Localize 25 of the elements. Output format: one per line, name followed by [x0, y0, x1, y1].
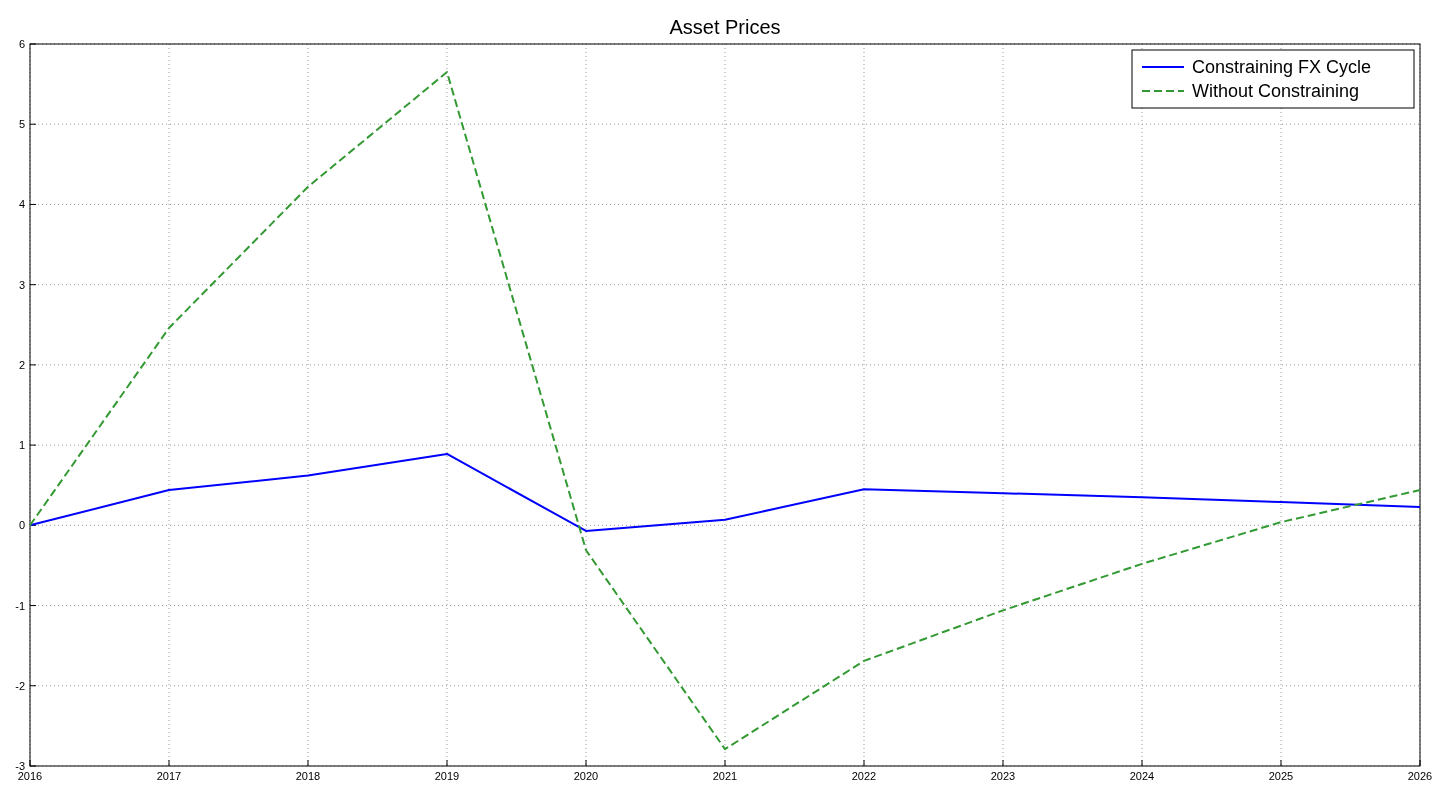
line-series [29, 452, 1421, 532]
x-tick-label: 2020 [573, 770, 599, 782]
y-tick-label: 5 [18, 118, 25, 131]
y-tick-label: -2 [15, 679, 25, 692]
y-tick-label: -3 [15, 760, 25, 772]
x-tick-label: 2023 [990, 770, 1016, 782]
x-tick-label: 2019 [434, 770, 460, 782]
legend-label: Without Constraining [1192, 81, 1360, 101]
x-tick-label: 2021 [712, 770, 738, 782]
y-tick-label: 2 [18, 358, 25, 371]
x-tick-label: 2017 [156, 770, 182, 782]
x-tick-label: 2024 [1129, 770, 1155, 782]
y-tick-label: 4 [18, 198, 25, 211]
y-tick-label: 0 [18, 519, 25, 532]
y-tick-label: 1 [18, 439, 25, 452]
x-tick-label: 2026 [1407, 770, 1433, 782]
y-tick-label: 6 [18, 38, 25, 50]
chart-title: Asset Prices [669, 16, 781, 38]
x-tick-label: 2025 [1268, 770, 1294, 782]
x-tick-label: 2018 [295, 770, 321, 782]
legend-label: Constraining FX Cycle [1192, 57, 1372, 77]
y-tick-label: -1 [15, 599, 25, 612]
x-tick-label: 2016 [17, 770, 43, 782]
y-tick-label: 3 [18, 278, 25, 291]
x-tick-label: 2022 [851, 770, 877, 782]
